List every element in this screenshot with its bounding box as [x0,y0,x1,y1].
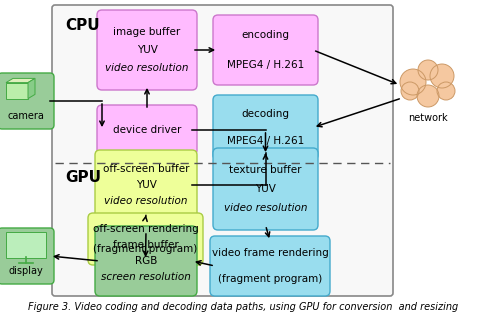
Text: YUV: YUV [255,184,276,194]
Text: texture buffer: texture buffer [229,165,302,175]
FancyBboxPatch shape [95,226,197,296]
Text: camera: camera [8,112,44,121]
FancyBboxPatch shape [97,10,197,90]
FancyBboxPatch shape [213,148,318,230]
FancyBboxPatch shape [213,15,318,85]
Text: (fragment program): (fragment program) [218,273,322,284]
Text: video resolution: video resolution [104,196,188,206]
Text: Figure 3. Video coding and decoding data paths, using GPU for conversion  and re: Figure 3. Video coding and decoding data… [28,302,459,312]
Text: decoding: decoding [242,109,289,119]
Text: off-screen rendering: off-screen rendering [93,224,198,233]
Text: video frame rendering: video frame rendering [212,249,328,259]
Circle shape [417,85,439,107]
FancyBboxPatch shape [88,213,203,265]
Text: off-screen buffer: off-screen buffer [103,164,189,175]
FancyBboxPatch shape [97,105,197,155]
Text: image buffer: image buffer [113,27,181,37]
Text: MPEG4 / H.261: MPEG4 / H.261 [227,136,304,146]
Text: video resolution: video resolution [224,203,307,213]
Text: MPEG4 / H.261: MPEG4 / H.261 [227,60,304,70]
Polygon shape [28,78,35,99]
Text: CPU: CPU [65,18,100,32]
Polygon shape [6,83,28,99]
Circle shape [401,82,419,100]
Text: screen resolution: screen resolution [101,272,191,282]
FancyBboxPatch shape [0,73,54,129]
Text: frame buffer: frame buffer [113,240,179,250]
Circle shape [400,69,426,95]
Text: device driver: device driver [113,125,181,135]
Text: RGB: RGB [135,256,157,266]
Text: (fragment program): (fragment program) [94,244,198,255]
Text: YUV: YUV [136,45,157,55]
Circle shape [430,64,454,88]
Text: YUV: YUV [135,180,156,190]
Text: encoding: encoding [242,30,289,40]
Circle shape [418,60,438,80]
FancyBboxPatch shape [213,95,318,160]
Text: GPU: GPU [65,169,101,185]
FancyBboxPatch shape [0,228,54,284]
FancyBboxPatch shape [95,150,197,220]
Text: display: display [9,266,43,276]
Text: network: network [408,113,448,123]
Polygon shape [6,78,35,83]
FancyBboxPatch shape [6,232,46,258]
FancyBboxPatch shape [52,5,393,296]
Circle shape [437,82,455,100]
Text: video resolution: video resolution [105,63,189,73]
FancyBboxPatch shape [210,236,330,296]
